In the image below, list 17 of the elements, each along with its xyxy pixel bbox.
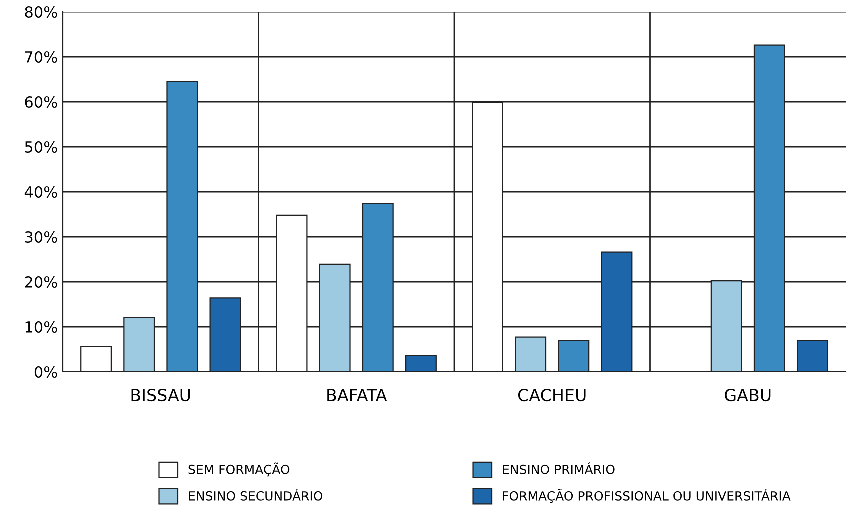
y-tick-label: 50% [25,141,58,154]
y-tick-label: 70% [25,51,58,64]
legend-label: ENSINO SECUNDÁRIO [189,489,323,501]
y-tick-label: 40% [24,186,58,198]
x-tick-label: BAFATA [328,389,388,402]
legend-label: SEM FORMAÇÃO [188,462,290,477]
legend-label: ENSINO PRIMÁRIO [503,462,615,474]
x-tick-label: BISSAU [132,388,190,402]
y-tick-label: 0% [34,366,58,378]
x-tick-label: CACHEU [518,388,586,402]
y-tick-label: 80% [25,6,58,18]
x-tick-label: GABU [725,388,771,402]
y-tick-label: 60% [25,96,58,108]
y-tick-label: 20% [25,276,58,288]
y-tick-label: 10% [26,321,58,334]
legend-label: FORMAÇÃO PROFISSIONAL OU UNIVERSITÁRIA [503,489,791,504]
y-tick-label: 30% [25,231,58,244]
